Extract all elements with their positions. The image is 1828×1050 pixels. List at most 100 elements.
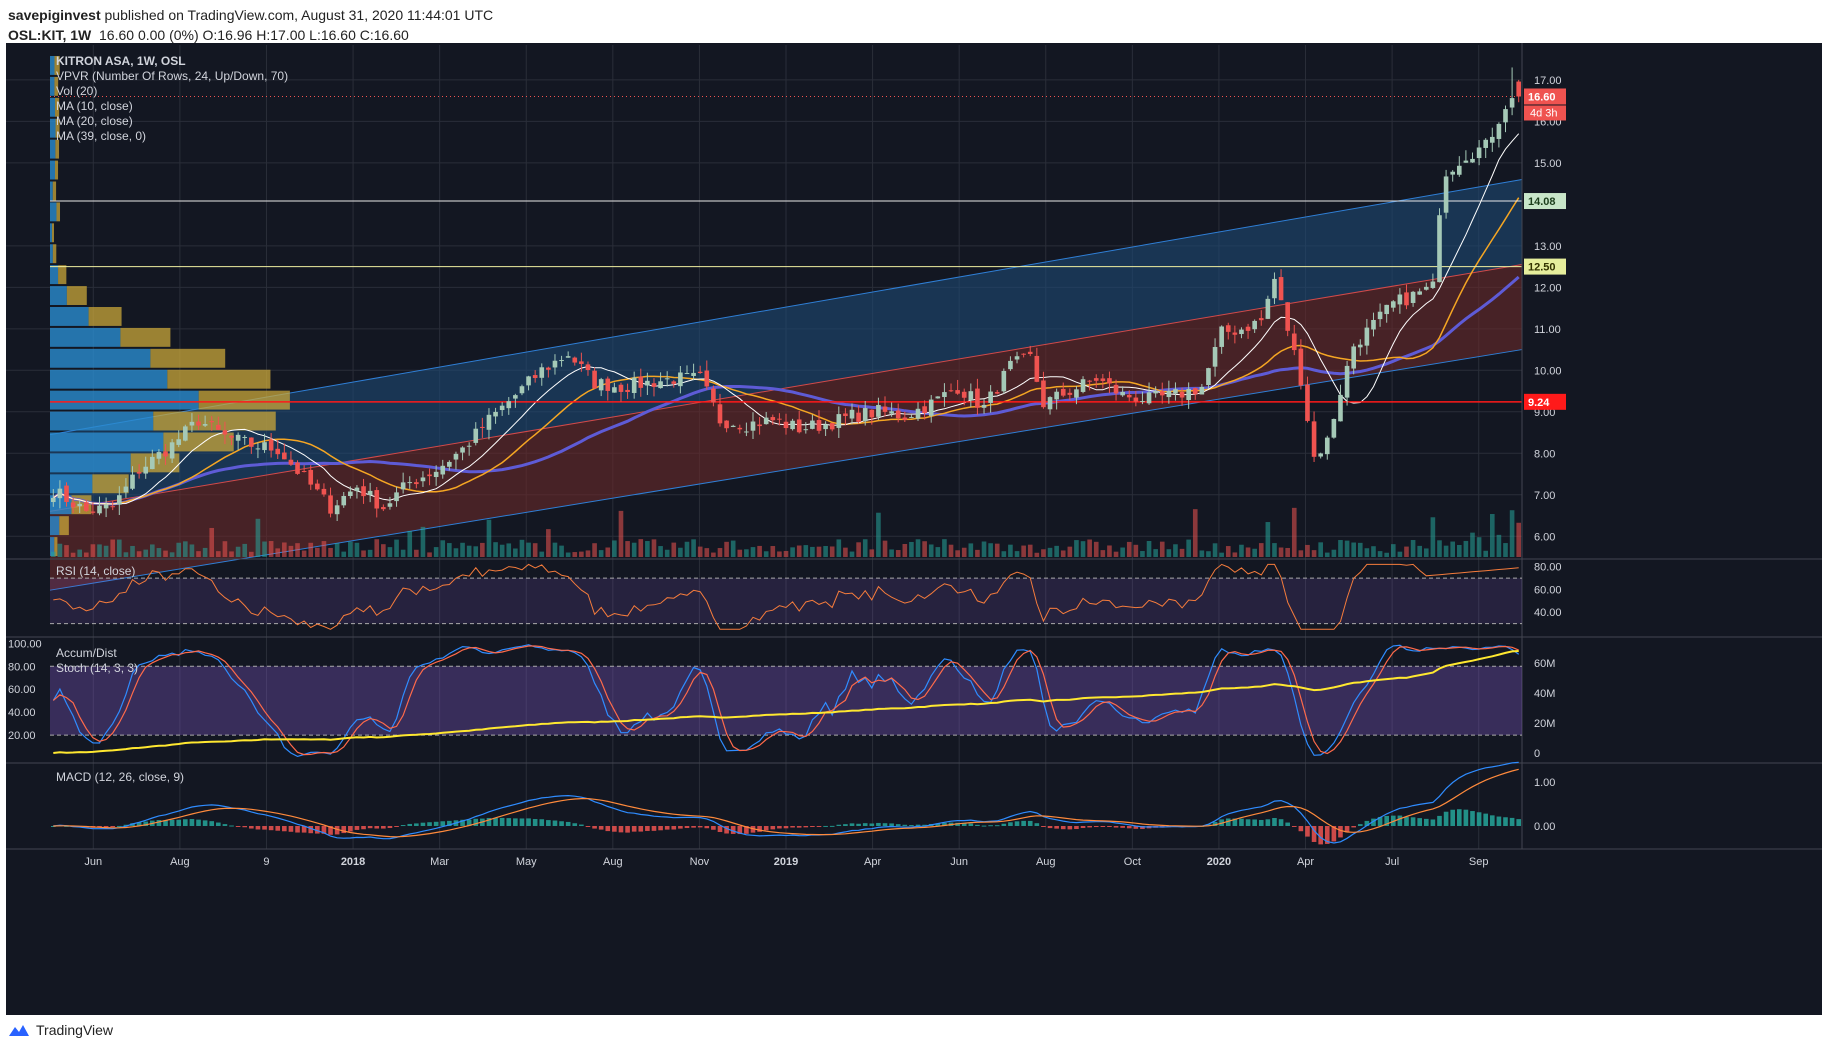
volume-bar bbox=[1245, 547, 1251, 557]
macd-histogram-bar bbox=[856, 823, 861, 826]
candle-body bbox=[1298, 348, 1304, 386]
candle-body bbox=[717, 404, 723, 424]
chart-area[interactable]: 17.00 16.00 15.00 13.00 12.00 11.00 10.00 9.00 8… bbox=[6, 43, 1822, 1015]
volume-bar bbox=[843, 547, 848, 557]
volume-bar bbox=[1252, 548, 1257, 557]
macd-histogram-bar bbox=[1437, 815, 1442, 826]
macd-histogram-bar bbox=[176, 819, 182, 826]
macd-histogram-bar bbox=[1245, 819, 1251, 826]
macd-histogram-bar bbox=[638, 826, 644, 832]
chart-svg[interactable]: 17.0016.0015.0013.0012.0011.0010.009.008… bbox=[6, 43, 1822, 1015]
macd-histogram-bar bbox=[803, 826, 809, 828]
candle-body bbox=[1212, 347, 1218, 367]
macd-histogram-bar bbox=[328, 826, 333, 835]
vpvr-row-up bbox=[50, 97, 56, 117]
candle-body bbox=[1153, 391, 1158, 394]
macd-histogram-bar bbox=[460, 819, 465, 826]
main-legend-line: KITRON ASA, 1W, OSL bbox=[56, 54, 186, 68]
candle-body bbox=[526, 376, 531, 386]
candle-body bbox=[1344, 365, 1350, 398]
macd-histogram-bar bbox=[1001, 823, 1007, 826]
volume-bar bbox=[532, 543, 538, 557]
macd-histogram-bar bbox=[895, 824, 901, 826]
price-axis-tick: 13.00 bbox=[1534, 241, 1562, 253]
volume-bar bbox=[559, 545, 564, 557]
volume-bar bbox=[684, 541, 690, 557]
volume-bar bbox=[895, 550, 901, 557]
volume-bar bbox=[711, 552, 716, 557]
candle-body bbox=[737, 427, 743, 430]
volume-bar bbox=[724, 541, 729, 557]
candle-body bbox=[757, 424, 762, 427]
volume-bar bbox=[321, 541, 327, 557]
candle-body bbox=[1126, 394, 1132, 398]
candle-body bbox=[810, 420, 815, 429]
volume-bar bbox=[282, 542, 287, 557]
macd-histogram-bar bbox=[816, 826, 822, 827]
price-axis-tick: 12.00 bbox=[1534, 282, 1562, 294]
macd-histogram-bar bbox=[968, 823, 974, 826]
candle-body bbox=[480, 426, 485, 428]
macd-histogram-bar bbox=[1311, 826, 1317, 842]
candle-body bbox=[968, 391, 974, 401]
candle-body bbox=[1390, 301, 1396, 308]
macd-histogram-bar bbox=[1496, 816, 1502, 826]
volume-bar bbox=[453, 548, 459, 557]
macd-histogram-bar bbox=[810, 826, 815, 827]
volume-bar bbox=[829, 546, 835, 557]
volume-bar bbox=[975, 549, 980, 557]
candle-body bbox=[1133, 397, 1139, 402]
footer: TradingView bbox=[8, 1022, 113, 1038]
ohlc-readout: 16.60 0.00 (0%) O:16.96 H:17.00 L:16.60 … bbox=[99, 27, 409, 43]
volume-bar bbox=[183, 541, 188, 557]
volume-bar bbox=[1443, 545, 1449, 557]
macd-histogram-bar bbox=[1483, 813, 1489, 826]
macd-histogram-bar bbox=[1351, 826, 1356, 828]
candle-body bbox=[1087, 380, 1092, 382]
volume-bar bbox=[1021, 545, 1026, 557]
volume-bar bbox=[823, 546, 828, 557]
stoch-axis-tick: 80.00 bbox=[8, 661, 36, 673]
volume-bar bbox=[777, 551, 782, 557]
candle-body bbox=[1509, 98, 1515, 108]
candle-body bbox=[400, 482, 406, 490]
vpvr-row-up bbox=[50, 265, 59, 285]
volume-bar bbox=[90, 544, 96, 557]
macd-histogram-bar bbox=[552, 820, 558, 826]
macd-histogram-bar bbox=[427, 822, 432, 826]
rsi-band bbox=[50, 578, 1522, 624]
last-price-badge-bg bbox=[1524, 88, 1566, 105]
candle-body bbox=[889, 411, 894, 414]
macd-histogram-bar bbox=[513, 818, 518, 826]
macd-histogram-bar bbox=[64, 825, 69, 827]
candle-body bbox=[1437, 215, 1442, 283]
volume-bar bbox=[116, 539, 122, 557]
candle-body bbox=[625, 389, 630, 392]
accum-axis-tick: 60M bbox=[1534, 658, 1555, 670]
volume-bar bbox=[196, 551, 201, 557]
candle-body bbox=[1291, 333, 1297, 351]
volume-bar bbox=[1324, 552, 1330, 557]
volume-bar bbox=[816, 546, 822, 557]
volume-bar bbox=[354, 542, 360, 557]
publisher-name[interactable]: savepiginvest bbox=[8, 7, 101, 23]
macd-histogram-bar bbox=[539, 819, 545, 826]
macd-histogram-bar bbox=[737, 826, 743, 835]
volume-bar bbox=[97, 544, 102, 557]
candle-body bbox=[1199, 386, 1205, 395]
volume-bar bbox=[499, 544, 505, 557]
candle-body bbox=[150, 456, 155, 470]
candle-body bbox=[1338, 394, 1343, 422]
macd-histogram-bar bbox=[288, 826, 294, 832]
macd-histogram-bar bbox=[625, 826, 630, 833]
brand-label[interactable]: TradingView bbox=[36, 1022, 114, 1038]
volume-bar bbox=[1437, 540, 1442, 557]
candle-body bbox=[546, 367, 551, 370]
macd-histogram-bar bbox=[1014, 821, 1020, 826]
candle-body bbox=[414, 482, 419, 485]
candle-body bbox=[664, 378, 670, 380]
volume-bar bbox=[796, 545, 802, 557]
macd-histogram-bar bbox=[704, 826, 710, 829]
volume-bar bbox=[1146, 540, 1152, 557]
macd-histogram-bar bbox=[691, 826, 696, 828]
